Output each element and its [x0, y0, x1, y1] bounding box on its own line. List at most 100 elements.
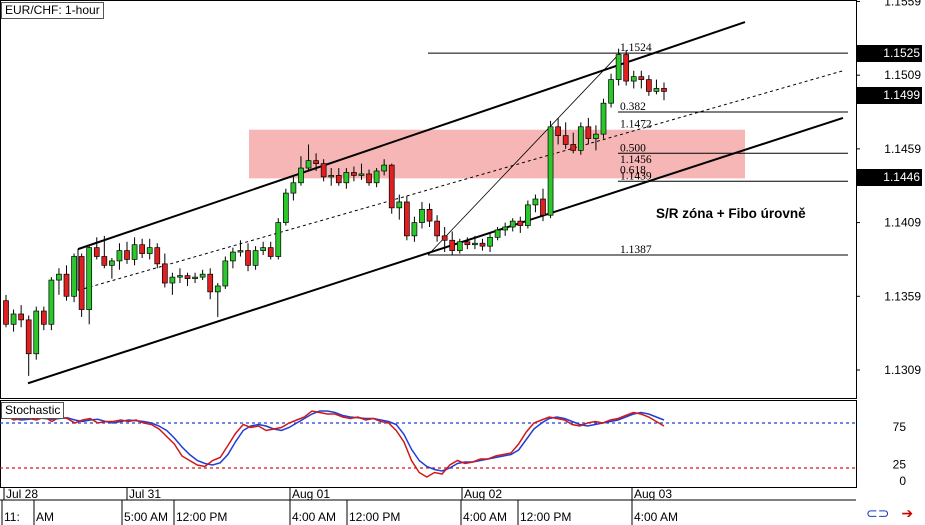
candle-down: [661, 88, 667, 92]
x-time-label: 5:00 AM: [124, 510, 168, 524]
candle-down: [585, 126, 592, 139]
x-time-label: 11:: [4, 510, 20, 524]
link-icon[interactable]: ⊂⊃: [866, 505, 890, 521]
fib-label: 1.1387: [620, 244, 652, 256]
candle-up: [237, 250, 244, 253]
candle-down: [139, 244, 145, 254]
fib-label: 0.500: [620, 142, 646, 154]
chart-title: EUR/CHF: 1-hour: [1, 2, 104, 19]
chart-annotation: S/R zóna + Fibo úrovně: [656, 206, 806, 221]
candle-up: [33, 310, 40, 355]
candle-up: [358, 173, 365, 176]
candle-up: [71, 256, 77, 297]
candle-up: [298, 167, 304, 184]
candle-up: [169, 276, 176, 284]
x-time-label: 4:00 AM: [463, 510, 507, 524]
candle-up: [109, 260, 115, 266]
fib-label: 0.618: [620, 164, 646, 176]
candle-up: [192, 276, 198, 279]
candle-down: [434, 220, 440, 237]
candle-up: [260, 247, 266, 251]
candle-down: [479, 242, 486, 247]
y-tick-label: 1.1459: [884, 142, 921, 156]
candle-down: [555, 126, 561, 136]
candle-up: [525, 204, 531, 226]
x-date-label: Aug 02: [464, 487, 502, 501]
candle-down: [124, 250, 130, 260]
candle-down: [426, 208, 433, 222]
fib-label: 0.382: [620, 101, 646, 113]
candle-down: [207, 273, 214, 293]
candle-up: [86, 247, 93, 310]
candle-up: [509, 220, 516, 228]
candle-down: [93, 247, 100, 257]
candle-up: [547, 126, 554, 216]
candle-up: [630, 76, 637, 82]
candle-up: [252, 250, 259, 266]
channel-upper-line: [77, 21, 746, 251]
arrow-right-icon[interactable]: ➔: [901, 505, 914, 521]
candle-up: [396, 201, 403, 209]
candle-up: [230, 251, 236, 262]
candle-up: [456, 241, 463, 251]
stochastic-panel: [0, 400, 857, 488]
candle-up: [373, 170, 380, 184]
candle-up: [419, 208, 425, 223]
y-tick-label: 1.1309: [884, 363, 921, 377]
candle-up: [290, 182, 297, 194]
candle-down: [366, 173, 372, 184]
x-time-label: 4:00 AM: [292, 510, 336, 524]
channel-mid-line: [77, 70, 844, 291]
candle-down: [184, 275, 191, 279]
candle-up: [48, 279, 55, 325]
y-tick-label: 1.1409: [884, 216, 921, 230]
candle-down: [335, 175, 342, 184]
main-panel: [0, 0, 857, 399]
candle-up: [653, 88, 660, 92]
candle-up: [502, 226, 509, 231]
candle-up: [177, 275, 183, 278]
candle-up: [214, 285, 221, 293]
stochastic-y-tick-label: 0: [899, 474, 906, 488]
fib-label: 1.1472: [620, 119, 652, 131]
stochastic-series-line: [5, 410, 665, 478]
candle-up: [343, 172, 350, 184]
candle-down: [623, 54, 630, 82]
x-time-label: 12:00 PM: [520, 510, 571, 524]
candle-down: [320, 163, 327, 178]
price-tag-zone: 1.1446: [856, 169, 922, 186]
fib-label: 1.1524: [620, 42, 652, 54]
y-tick-label: 1.1359: [884, 289, 921, 303]
price-tag-current: 1.1499: [856, 87, 922, 104]
x-time-label: AM: [36, 510, 54, 524]
candle-up: [131, 244, 138, 260]
candle-down: [161, 263, 168, 284]
fib-label: 1.1456: [620, 154, 652, 166]
candle-up: [494, 229, 501, 238]
candle-down: [351, 172, 357, 176]
x-time-label: 12:00 PM: [176, 510, 227, 524]
fib-swing-line: [427, 52, 621, 256]
candle-up: [146, 247, 153, 254]
candle-up: [532, 198, 539, 206]
candle-down: [638, 76, 645, 80]
candle-down: [388, 164, 395, 209]
candle-down: [78, 256, 85, 310]
candle-down: [40, 310, 47, 325]
candle-up: [472, 242, 478, 246]
candle-up: [116, 250, 123, 262]
channel-lower-line: [27, 116, 844, 385]
candle-down: [63, 273, 70, 297]
candle-up: [10, 313, 17, 325]
candle-down: [25, 319, 32, 355]
candle-up: [199, 273, 206, 278]
candle-up: [275, 222, 282, 257]
candle-up: [56, 273, 62, 281]
x-date-label: Jul 31: [129, 487, 161, 501]
candle-up: [577, 126, 584, 151]
candle-down: [449, 239, 456, 251]
candle-down: [562, 135, 569, 145]
candle-down: [267, 247, 274, 257]
